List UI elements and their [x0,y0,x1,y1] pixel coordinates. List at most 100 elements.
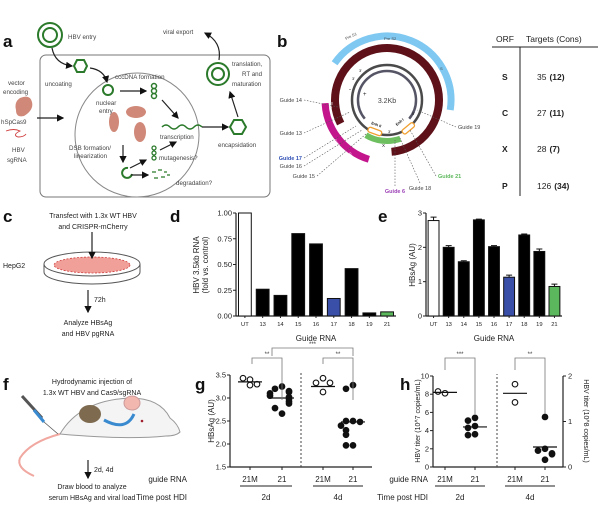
bar-13 [255,288,270,317]
bar-15 [472,219,485,317]
data-point [464,424,472,432]
label-transcription: transcription [160,134,194,141]
panel-c-title-1: Transfect with 1.3x WT HBV [49,213,137,220]
degraded-dna-icon [152,169,170,179]
guide-label: 21M [507,475,523,484]
data-point [511,399,519,406]
cons-value: (11) [549,108,564,118]
table-header-orf: ORF [496,34,514,44]
label-s: S [440,66,443,71]
significance-label: *** [309,342,317,348]
significance-bracket [444,357,476,414]
row-label-time: Time post HDI [377,493,428,502]
label-encoding: encoding [3,89,29,96]
linear-dna-icon [121,166,133,179]
guide-label: 21M [242,475,258,484]
significance-bracket [514,357,546,414]
data-point [278,410,286,417]
data-point [471,430,479,438]
data-point [349,442,357,449]
significance-label: *** [456,352,464,358]
panel-label-e: e [378,207,387,226]
panel-c-title-2: and CRISPR-mCherry [58,224,128,231]
y-tick-label: 3.5 [216,371,226,380]
minus-strand-circle [350,63,424,137]
panel-f-title-2: 1.3x WT HBV and Cas9/sgRNA [43,390,142,397]
panel-a-diagram: HBV entry uncoating cccDNA formation nuc… [1,22,271,198]
significance-label: ** [528,352,533,358]
x-tick-label: 13 [259,322,265,328]
x-tick-label: 21 [551,322,557,328]
y-axis-label: HBsAg (AU) [207,399,216,443]
label-nuclear-entry-1: nuclear [96,100,116,107]
core-orf-arc [321,102,370,163]
bar-UT [237,212,252,317]
time-label: 2d [456,493,465,502]
label-dsb-1: DSB formation/ [69,145,111,152]
error-bar [460,260,467,262]
guide-label: Guide 21 [438,174,461,180]
guide-label: 21M [315,475,331,484]
significance-label: ** [336,352,341,358]
targets-value: 27 [537,108,547,118]
orf-cell: X [502,144,508,154]
guide-label: 21 [349,475,358,484]
capsid-icon [72,59,89,73]
enhancer-1-box [401,122,416,135]
row-label-guide: guide RNA [148,475,187,484]
label-encapsidation: encapsidation [218,142,257,149]
label-plus: + [363,92,367,98]
y-tick-label: 6 [425,408,429,417]
label-hbv-entry: HBV entry [68,34,97,41]
y-tick-label: 0.25 [217,286,232,295]
bar-14 [273,294,288,317]
label-pre-s2: Pre S2 [384,36,397,41]
bar-16 [309,243,323,317]
label-2d-4d: 2d, 4d [94,467,114,474]
label-72h: 72h [94,297,106,304]
y-axis-label-2: (fold vs. control) [201,236,210,293]
rcdna-icon [102,84,114,96]
x-orf-arc [364,132,402,144]
mouse-illustration [18,394,181,477]
y-tick-label: 0.75 [217,234,232,243]
significance-bracket [271,347,354,356]
targets-value: 126 [537,181,551,191]
y-tick-label: 4 [425,426,429,435]
label-hepg2: HepG2 [3,263,25,270]
x-tick-label: 21 [384,322,390,328]
label-degradation: degradation? [176,180,213,187]
y-tick-label: 3.0 [216,394,226,403]
label-mutagenesis: mutagenesis? [159,155,198,162]
targets-cell: 27 (11) [537,108,564,118]
panel-label-a: a [3,32,13,51]
panel-label-d: d [170,207,180,226]
cell-outline [39,54,271,198]
label-x: X [382,143,385,148]
x-tick-label: 14 [277,322,284,328]
guide-label: Guide 14 [280,98,302,104]
orf-cell: C [502,108,508,118]
guide-label: Guide 18 [409,186,431,192]
data-point [471,422,479,430]
label-core: Core [332,137,342,147]
data-point [342,442,350,449]
error-bar [491,245,497,247]
label-pre-c: Pre C [347,151,358,162]
right-y-tick-label: 1 [568,417,572,426]
mature-virion-icon [206,62,230,86]
panel-label-g: g [195,375,205,394]
x-axis-label: Guide RNA [296,334,337,343]
label-pre-s1: Pre S1 [344,31,358,41]
guide-line [399,137,421,184]
data-point [534,447,542,454]
y-tick-label: 2.0 [216,440,226,449]
y-tick-label: 2 [425,444,429,453]
label-translation-1: translation, [232,61,263,68]
x-tick-label: UT [430,322,438,328]
data-point [246,381,254,389]
data-point [239,374,247,382]
table-row: S 35 (12) [502,72,565,82]
